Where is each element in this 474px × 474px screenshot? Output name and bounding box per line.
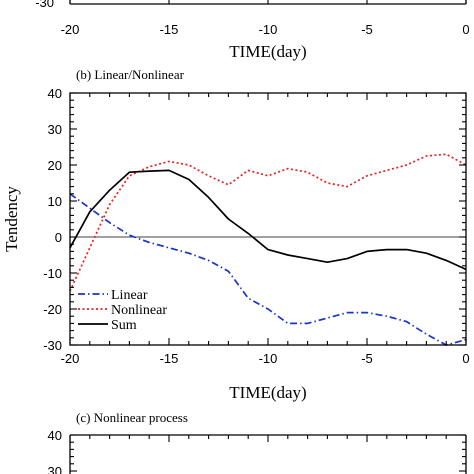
- x-tick-label: 0: [462, 351, 469, 366]
- panel-c-title: (c) Nonlinear process: [76, 410, 188, 425]
- panel-c-y-tick-label: 40: [48, 428, 62, 443]
- legend-label-nonlinear: Nonlinear: [111, 303, 167, 318]
- y-tick-label: -20: [43, 302, 62, 317]
- x-tick-label: -5: [361, 351, 373, 366]
- y-tick-label: 20: [48, 158, 62, 173]
- panel-a-x-tick-label: -5: [361, 22, 373, 37]
- y-tick-label: 10: [48, 194, 62, 209]
- panel-c-ticks: 40 30: [48, 428, 467, 474]
- y-tick-label: 0: [55, 230, 62, 245]
- x-tick-label: -15: [160, 351, 179, 366]
- legend-label-sum: Sum: [111, 318, 137, 333]
- y-tick-label: -10: [43, 266, 62, 281]
- y-tick-label: 30: [48, 122, 62, 137]
- series-line-sum: [69, 169, 467, 271]
- y-axis-label: Tendency: [2, 186, 21, 252]
- panel-a-xlabel: TIME(day): [229, 42, 306, 61]
- y-tick-label: 40: [48, 86, 62, 101]
- series-line-nonlinear: [69, 153, 467, 292]
- x-tick-label: -10: [259, 351, 278, 366]
- panel-a-ytick-bottom: -30: [35, 0, 54, 10]
- x-axis-label: TIME(day): [229, 383, 306, 402]
- panel-c-remnant: (c) Nonlinear process 40 30: [48, 410, 467, 474]
- chart-title: (b) Linear/Nonlinear: [76, 67, 185, 82]
- panel-a-remnant: -30 -20 -15 -10 -5 0 TIME(day): [35, 0, 470, 61]
- panel-a-x-tick-label: -15: [160, 22, 179, 37]
- y-tick-label: -30: [43, 338, 62, 353]
- panel-b: (b) Linear/Nonlinear -20 -15 -10 -5 0 40 30 20 1…: [2, 67, 470, 402]
- series-layer: [69, 153, 467, 346]
- panel-a-x-tick-label: -20: [61, 22, 80, 37]
- x-tick-label: -20: [61, 351, 80, 366]
- panel-a-x-tick-label: -10: [259, 22, 278, 37]
- panel-c-y-tick-label: 30: [48, 464, 62, 474]
- panel-a-x-tick-label: 0: [462, 22, 469, 37]
- legend-label-linear: Linear: [111, 288, 148, 303]
- panel-a-xticks: -20 -15 -10 -5 0: [61, 0, 470, 37]
- series-line-linear: [69, 193, 467, 346]
